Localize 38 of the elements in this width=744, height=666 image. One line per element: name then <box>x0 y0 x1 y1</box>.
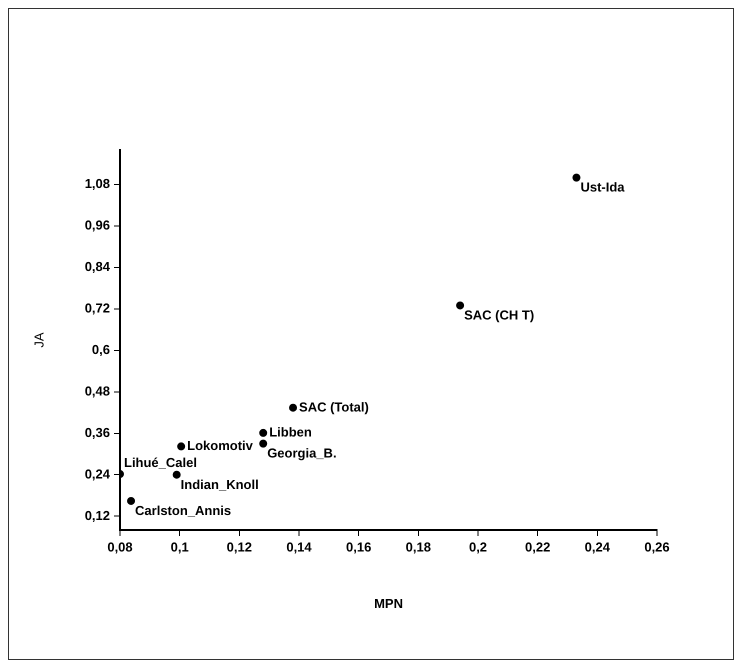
x-tick-label: 0,08 <box>107 539 133 554</box>
annotation: SAC (CH T) <box>464 308 534 323</box>
annotation: Georgia_B. <box>267 446 337 461</box>
point <box>456 301 464 310</box>
x-axis-title: MPN <box>374 596 403 611</box>
point <box>572 174 580 182</box>
annotation: SAC (Total) <box>299 399 369 414</box>
x-tick-label: 0,2 <box>468 539 488 554</box>
annotation: Carlston_Annis <box>135 503 232 518</box>
annotation: Lihué_Calel <box>124 455 197 470</box>
point <box>177 442 186 450</box>
x-tick-label: 0,26 <box>644 539 670 554</box>
point <box>259 428 268 437</box>
annotation: Indian_Knoll <box>180 476 259 492</box>
x-tick-label: 0,14 <box>286 539 312 554</box>
point <box>259 440 268 448</box>
y-axis-title: JA <box>31 332 46 348</box>
y-tick-label: 0,72 <box>84 300 110 316</box>
point <box>127 496 136 505</box>
x-tick-label: 0,24 <box>584 539 611 554</box>
annotation: Ust-Ida <box>580 180 626 195</box>
x-tick-label: 0,16 <box>346 539 372 554</box>
annotation: Libben <box>269 424 312 440</box>
x-tick-label: 0,22 <box>525 539 550 554</box>
annotation: Lokomotiv <box>187 438 254 453</box>
point <box>172 470 181 479</box>
y-tick-label: 0,24 <box>84 466 111 482</box>
x-tick-label: 0,18 <box>406 539 431 554</box>
y-tick-label: 0,36 <box>84 424 110 440</box>
x-tick-label: 0,12 <box>226 539 252 554</box>
y-tick-label: 0,12 <box>84 508 110 523</box>
y-tick-label: 0,48 <box>84 383 110 398</box>
x-tick-label: 0,1 <box>170 539 189 554</box>
y-tick-label: 0,84 <box>84 259 111 274</box>
y-tick-label: 1,08 <box>84 176 110 192</box>
y-tick-label: 0,96 <box>84 218 110 233</box>
y-tick-label: 0,6 <box>92 342 110 357</box>
point <box>289 404 298 412</box>
